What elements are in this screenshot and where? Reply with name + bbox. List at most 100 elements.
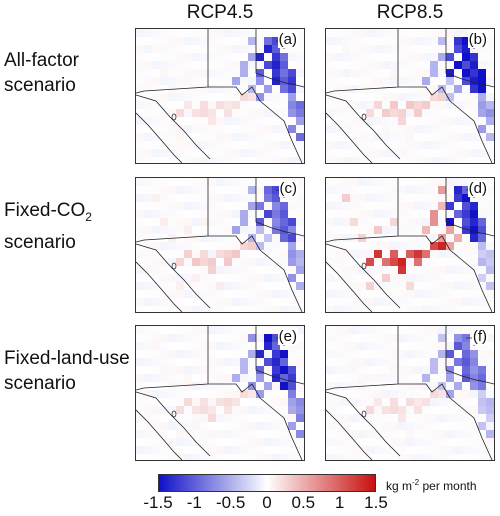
panel-map-svg bbox=[136, 178, 304, 312]
background-cell bbox=[272, 422, 280, 430]
background-cell bbox=[280, 125, 288, 133]
background-cell bbox=[478, 454, 486, 460]
background-cell bbox=[334, 306, 342, 312]
background-cell bbox=[342, 210, 350, 218]
heatmap-cell-northeast bbox=[280, 61, 288, 69]
background-cell bbox=[232, 290, 240, 298]
background-cell bbox=[264, 125, 272, 133]
background-cell bbox=[288, 117, 296, 125]
background-cell bbox=[446, 210, 454, 218]
background-cell bbox=[358, 430, 366, 438]
background-cell bbox=[176, 101, 184, 109]
background-cell bbox=[216, 266, 224, 274]
background-cell bbox=[462, 178, 470, 186]
background-cell bbox=[248, 125, 256, 133]
background-cell bbox=[430, 226, 438, 234]
background-cell bbox=[350, 202, 358, 210]
background-cell bbox=[208, 342, 216, 350]
background-cell bbox=[144, 358, 152, 366]
background-cell bbox=[358, 358, 366, 366]
background-cell bbox=[152, 306, 160, 312]
heatmap-cell-border-band bbox=[406, 101, 414, 109]
heatmap-cell-northeast bbox=[272, 69, 280, 77]
background-cell bbox=[168, 242, 176, 250]
background-cell bbox=[438, 422, 446, 430]
heatmap-cell-west bbox=[152, 194, 160, 202]
heatmap-cell-border-band bbox=[184, 101, 192, 109]
background-cell bbox=[334, 298, 342, 306]
colorbar-tick-label: -0.5 bbox=[216, 493, 246, 512]
panel-tag-e: (e) bbox=[277, 328, 298, 345]
heatmap-cell-border-band bbox=[184, 398, 192, 406]
background-cell bbox=[382, 149, 390, 157]
background-cell bbox=[334, 454, 342, 460]
heatmap-cell-border-band bbox=[232, 398, 240, 406]
background-cell bbox=[438, 414, 446, 422]
background-cell bbox=[326, 210, 334, 218]
background-cell bbox=[152, 374, 160, 382]
background-cell bbox=[470, 438, 478, 446]
background-cell bbox=[144, 326, 152, 334]
background-cell bbox=[406, 266, 414, 274]
background-cell bbox=[256, 125, 264, 133]
background-cell bbox=[366, 141, 374, 149]
background-cell bbox=[334, 250, 342, 258]
background-cell bbox=[152, 234, 160, 242]
background-cell bbox=[406, 366, 414, 374]
background-cell bbox=[374, 133, 382, 141]
background-cell bbox=[216, 226, 224, 234]
heatmap-cell-border-band bbox=[200, 258, 208, 266]
background-cell bbox=[208, 194, 216, 202]
background-cell bbox=[334, 258, 342, 266]
background-cell bbox=[144, 157, 152, 163]
background-cell bbox=[358, 45, 366, 53]
background-cell bbox=[168, 406, 176, 414]
background-cell bbox=[288, 61, 296, 69]
heatmap-cell-border-band bbox=[374, 250, 382, 258]
background-cell bbox=[422, 414, 430, 422]
heatmap-cell-northeast bbox=[478, 374, 486, 382]
background-cell bbox=[136, 210, 144, 218]
background-cell bbox=[350, 117, 358, 125]
colorbar bbox=[158, 474, 376, 492]
background-cell bbox=[390, 157, 398, 163]
background-cell bbox=[264, 446, 272, 454]
background-cell bbox=[184, 326, 192, 334]
background-cell bbox=[486, 125, 494, 133]
background-cell bbox=[216, 109, 224, 117]
background-cell bbox=[358, 61, 366, 69]
background-cell bbox=[350, 133, 358, 141]
background-cell bbox=[184, 218, 192, 226]
background-cell bbox=[446, 454, 454, 460]
background-cell bbox=[414, 306, 422, 312]
background-cell bbox=[422, 125, 430, 133]
background-cell bbox=[334, 290, 342, 298]
background-cell bbox=[326, 53, 334, 61]
background-cell bbox=[136, 194, 144, 202]
background-cell bbox=[430, 438, 438, 446]
background-cell bbox=[382, 398, 390, 406]
background-cell bbox=[334, 350, 342, 358]
background-cell bbox=[422, 29, 430, 37]
heatmap-cell-northeast bbox=[454, 334, 462, 342]
background-cell bbox=[326, 414, 334, 422]
background-cell bbox=[152, 242, 160, 250]
heatmap-cell-central-east bbox=[256, 374, 264, 382]
background-cell bbox=[398, 85, 406, 93]
background-cell bbox=[136, 234, 144, 242]
background-cell bbox=[470, 298, 478, 306]
background-cell bbox=[288, 414, 296, 422]
background-cell bbox=[406, 194, 414, 202]
heatmap-cell-northeast bbox=[462, 226, 470, 234]
background-cell bbox=[160, 334, 168, 342]
background-cell bbox=[406, 157, 414, 163]
background-cell bbox=[342, 358, 350, 366]
heatmap-cell-central-east bbox=[430, 61, 438, 69]
background-cell bbox=[168, 109, 176, 117]
background-cell bbox=[256, 149, 264, 157]
background-cell bbox=[406, 178, 414, 186]
background-cell bbox=[296, 85, 304, 93]
background-cell bbox=[176, 149, 184, 157]
background-cell bbox=[176, 306, 184, 312]
background-cell bbox=[462, 266, 470, 274]
